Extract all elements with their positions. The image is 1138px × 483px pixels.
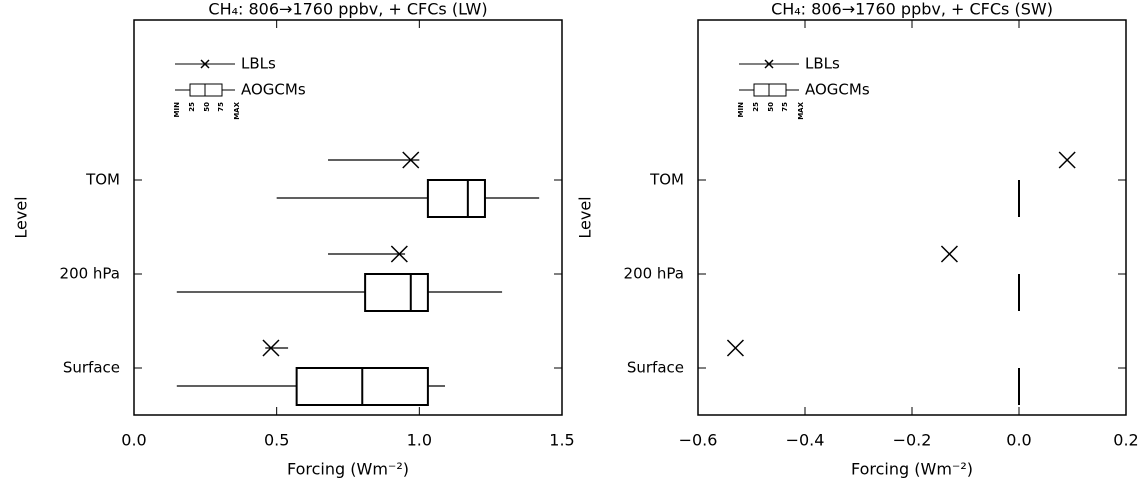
- legend-box-label: MAX: [797, 101, 805, 119]
- legend-label: AOGCMs: [805, 81, 870, 99]
- y-tick-label: 200 hPa: [624, 265, 684, 283]
- y-axis-label: Level: [12, 196, 31, 238]
- y-axis-label: Level: [576, 196, 595, 238]
- legend-box-label: 25: [188, 102, 196, 112]
- chart-title: CH₄: 806→1760 ppbv, + CFCs (LW): [208, 0, 487, 19]
- legend-box-label: 50: [203, 102, 211, 112]
- x-tick-label: −0.4: [786, 431, 825, 450]
- x-tick-label: 1.5: [549, 431, 574, 450]
- y-tick-label: 200 hPa: [60, 265, 120, 283]
- y-tick-label: TOM: [85, 171, 120, 189]
- x-tick-label: 0.5: [264, 431, 289, 450]
- lbl-marker: [262, 339, 280, 357]
- x-tick-label: 1.0: [407, 431, 432, 450]
- legend-box-label: MIN: [173, 102, 181, 118]
- legend-marker: [764, 59, 774, 69]
- legend-label: LBLs: [241, 55, 276, 73]
- legend-box-label: 75: [781, 102, 789, 112]
- lbl-marker: [390, 245, 408, 263]
- plot-frame: [133, 19, 563, 416]
- box: [364, 273, 429, 312]
- x-axis-label: Forcing (Wm⁻²): [851, 460, 973, 479]
- lbl-marker: [1058, 151, 1076, 169]
- box: [295, 367, 429, 406]
- chart-title: CH₄: 806→1760 ppbv, + CFCs (SW): [771, 0, 1053, 19]
- lbl-marker: [402, 151, 420, 169]
- x-tick-label: 0.2: [1113, 431, 1138, 450]
- legend-box-label: 75: [217, 102, 225, 112]
- lbl-marker: [940, 245, 958, 263]
- x-axis-label: Forcing (Wm⁻²): [287, 460, 409, 479]
- x-tick-label: −0.2: [893, 431, 932, 450]
- legend-box-label: MAX: [233, 101, 241, 119]
- x-tick-label: −0.6: [679, 431, 718, 450]
- y-tick-label: Surface: [627, 359, 684, 377]
- y-tick-label: Surface: [63, 359, 120, 377]
- legend-box-label: 50: [767, 102, 775, 112]
- legend-marker: [200, 59, 210, 69]
- legend-label: LBLs: [805, 55, 840, 73]
- legend-box: [753, 83, 787, 97]
- legend-box-label: 25: [752, 102, 760, 112]
- x-tick-label: 0.0: [1006, 431, 1031, 450]
- legend-box: [189, 83, 223, 97]
- plot-frame: [697, 19, 1127, 416]
- lbl-marker: [726, 339, 744, 357]
- legend-label: AOGCMs: [241, 81, 306, 99]
- box: [426, 179, 486, 218]
- legend-box-label: MIN: [737, 102, 745, 118]
- x-tick-label: 0.0: [121, 431, 146, 450]
- y-tick-label: TOM: [649, 171, 684, 189]
